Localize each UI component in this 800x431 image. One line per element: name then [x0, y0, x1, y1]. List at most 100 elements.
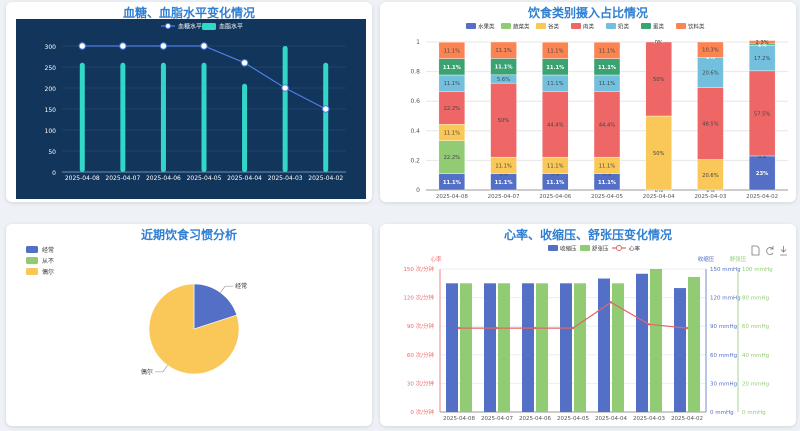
- data-label: 50%: [653, 151, 665, 157]
- y-tick-label: 0: [416, 187, 420, 194]
- y-tick-label: 100: [45, 128, 57, 135]
- legend-line-marker: [616, 245, 622, 251]
- bar-systolic: [560, 283, 572, 412]
- data-label: 0%: [603, 172, 611, 178]
- data-label: 11.1%: [443, 180, 462, 186]
- bar-lipid: [201, 62, 207, 172]
- bar-systolic: [598, 278, 610, 412]
- y-tick-label-diastolic: 60 mmHg: [742, 324, 769, 330]
- data-label: 0%: [706, 55, 716, 61]
- chart-title: 近期饮食习惯分析: [140, 228, 237, 242]
- data-label: 11.1%: [444, 131, 461, 137]
- point-glucose: [281, 84, 289, 92]
- legend-label: 蔬菜类: [513, 23, 530, 31]
- data-label: 11.1%: [495, 48, 512, 54]
- data-label: 0%: [654, 40, 664, 46]
- y-tick-label-diastolic: 80 mmHg: [742, 296, 769, 302]
- bar-lipid: [242, 83, 248, 172]
- y-tick-label: 0.8: [410, 69, 420, 76]
- panel-heart-bp: 心率、收缩压、舒张压变化情况 0 次/分钟 0 mmHg 0 mmHg 30 次/分钟…: [380, 224, 796, 426]
- x-tick-label: 2025-04-05: [187, 175, 222, 182]
- legend-swatch: [26, 246, 38, 253]
- x-tick-label: 2025-04-04: [595, 416, 627, 422]
- data-view-icon[interactable]: [751, 245, 760, 256]
- refresh-icon[interactable]: [766, 246, 774, 255]
- chart-title: 血糖、血脂水平变化情况: [122, 6, 255, 20]
- y-tick-label: 200: [45, 86, 57, 93]
- stacked-bar-segment: [542, 41, 569, 59]
- x-tick-label: 2025-04-05: [557, 416, 589, 422]
- point-heart-rate: [457, 326, 461, 330]
- legend-label: 肉类: [583, 23, 595, 31]
- x-tick-label: 2025-04-08: [443, 416, 475, 422]
- panel-glucose-lipid: 血糖、血脂水平变化情况 0 50 100 150 200 250 300 2025-04-08…: [6, 2, 372, 202]
- data-label: 20.6%: [702, 70, 719, 76]
- axis-name-heart: 心率: [430, 255, 442, 263]
- point-glucose: [78, 42, 86, 50]
- x-tick-label: 2025-04-07: [488, 194, 520, 200]
- pie-label-line: [220, 285, 234, 293]
- bar-lipid: [323, 62, 329, 172]
- data-label: 17.2%: [754, 56, 771, 62]
- legend-label: 舒张压: [592, 245, 609, 253]
- y-tick-label-systolic: 0 mmHg: [710, 410, 734, 416]
- point-heart-rate: [609, 301, 613, 304]
- data-label: 0%: [655, 188, 663, 194]
- point-glucose: [119, 42, 127, 50]
- data-label: 11.1%: [546, 180, 565, 186]
- legend-label: 奶类: [618, 23, 630, 31]
- chart-background: [16, 19, 366, 199]
- stacked-bar-segment: [490, 82, 517, 158]
- x-tick-label: 2025-04-07: [105, 175, 140, 182]
- legend-label: 血糖水平: [178, 23, 202, 31]
- data-label: 11.1%: [495, 180, 514, 186]
- legend-label: 心率: [629, 245, 641, 253]
- x-tick-label: 2025-04-02: [746, 194, 778, 200]
- pie-label-line: [154, 365, 168, 373]
- data-label: 11.1%: [599, 48, 616, 54]
- download-icon[interactable]: [780, 246, 787, 256]
- data-label: 5.6%: [497, 77, 510, 83]
- point-heart-rate: [571, 326, 575, 330]
- y-tick-label: 1: [416, 39, 420, 46]
- y-tick-label-systolic: 150 mmHg: [710, 267, 741, 273]
- y-tick-label-heart: 120 次/分钟: [403, 294, 434, 302]
- bar-diastolic: [612, 283, 624, 412]
- data-label: 44.4%: [547, 122, 564, 128]
- bar-diastolic: [536, 283, 548, 412]
- point-glucose: [322, 105, 330, 113]
- data-label: 0%: [706, 188, 714, 194]
- bar-systolic: [636, 273, 648, 412]
- glucose-lipid-chart: 0 50 100 150 200 250 300 2025-04-08 2025-04-07 20…: [16, 19, 366, 199]
- data-label: 11.1%: [599, 81, 616, 87]
- data-label: 44.4%: [599, 122, 616, 128]
- data-label: 11.1%: [599, 163, 616, 169]
- y-tick-label-systolic: 60 mmHg: [710, 353, 737, 359]
- x-tick-label: 2025-04-02: [308, 175, 343, 182]
- y-tick-label-diastolic: 20 mmHg: [742, 381, 769, 387]
- x-tick-label: 2025-04-05: [591, 194, 623, 200]
- data-label: 11.1%: [547, 163, 564, 169]
- x-tick-label: 2025-04-04: [227, 175, 262, 182]
- bar-lipid: [282, 46, 288, 172]
- panel-diet-habit: 近期饮食习惯分析 经常 从不 偶尔 经常 偶尔: [6, 224, 372, 426]
- axis-name-diastolic: 舒张压: [730, 255, 747, 263]
- chart-title: 心率、收缩压、舒张压变化情况: [503, 228, 672, 242]
- pie-slice: [148, 283, 240, 375]
- y-tick-label-systolic: 30 mmHg: [710, 381, 737, 387]
- point-glucose: [200, 42, 208, 50]
- legend-swatch: [466, 23, 476, 29]
- bar-diastolic: [688, 276, 700, 412]
- legend-label: 偶尔: [42, 268, 54, 276]
- data-label: 11.1%: [546, 65, 565, 71]
- data-label: 2.3%: [756, 40, 769, 46]
- data-label: 0%: [551, 172, 559, 178]
- stacked-bar-segment: [593, 41, 621, 59]
- panel-diet-category: 饮食类别摄入占比情况 0 0.2 0.4 0.6 0.8 1 2025-04-08 2025-…: [380, 2, 796, 202]
- data-label: 0%: [655, 40, 663, 46]
- x-tick-label: 2025-04-03: [633, 416, 665, 422]
- data-label: 11.1%: [598, 180, 617, 186]
- y-tick-label: 50: [48, 149, 56, 156]
- y-tick-label: 0.6: [410, 98, 420, 105]
- chart-title: 饮食类别摄入占比情况: [527, 6, 648, 20]
